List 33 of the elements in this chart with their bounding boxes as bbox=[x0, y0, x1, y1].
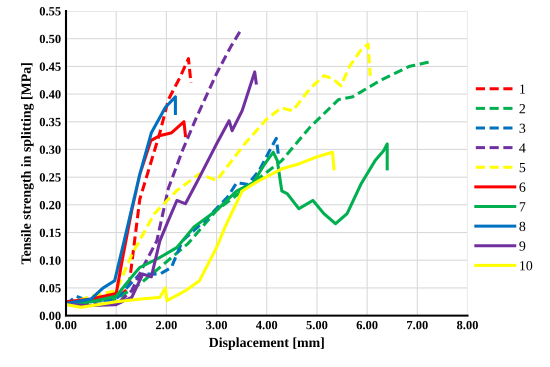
legend-label: 9 bbox=[519, 241, 526, 251]
legend-label: 6 bbox=[519, 182, 526, 192]
y-tick-label: 0.15 bbox=[40, 228, 61, 238]
legend-label: 2 bbox=[520, 104, 526, 114]
x-tick-label: 6.00 bbox=[356, 320, 378, 330]
x-tick-label: 2.00 bbox=[156, 320, 177, 330]
y-tick-label: 0.00 bbox=[40, 312, 61, 320]
legend-label: 5 bbox=[520, 163, 526, 172]
y-tick-label: 0.05 bbox=[40, 284, 61, 292]
legend-label: 3 bbox=[520, 124, 526, 134]
x-tick-label: 5.00 bbox=[306, 320, 328, 330]
y-tick-label: 0.55 bbox=[40, 7, 61, 16]
y-tick-label: 0.10 bbox=[40, 256, 61, 265]
x-tick-label: 0.00 bbox=[56, 320, 76, 330]
legend-label: 7 bbox=[520, 202, 526, 212]
y-tick-label: 0.45 bbox=[40, 62, 61, 71]
y-tick-label: 0.20 bbox=[40, 200, 61, 210]
legend-label: 1 bbox=[520, 84, 525, 94]
x-tick-label: 7.00 bbox=[407, 320, 428, 330]
legend-label: 8 bbox=[519, 222, 526, 232]
x-tick-label: 8.00 bbox=[456, 320, 478, 330]
y-tick-label: 0.35 bbox=[40, 118, 61, 126]
x-tick-label: 3.00 bbox=[206, 320, 228, 330]
y-tick-label: 0.40 bbox=[40, 90, 61, 99]
legend-label: 4 bbox=[519, 143, 526, 152]
legend-label: 10 bbox=[520, 261, 532, 270]
x-axis-title: Displacement [mm] bbox=[208, 337, 324, 350]
y-axis-title: Tensile strength in splitting [MPa] bbox=[21, 63, 34, 264]
y-tick-label: 0.50 bbox=[40, 34, 61, 44]
y-tick-label: 0.25 bbox=[40, 173, 61, 182]
x-tick-label: 4.00 bbox=[256, 320, 278, 330]
y-tick-label: 0.30 bbox=[40, 145, 61, 154]
x-tick-label: 1.00 bbox=[106, 320, 127, 330]
